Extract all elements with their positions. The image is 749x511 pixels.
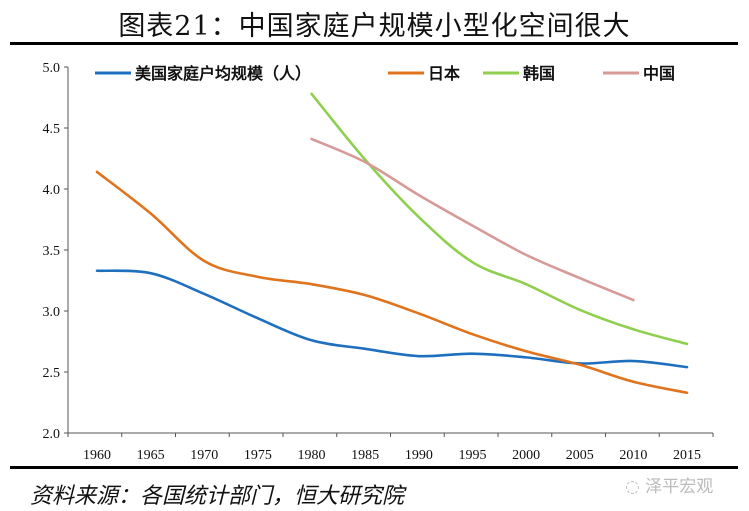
series-line-2 — [310, 92, 689, 346]
x-tick-label: 1980 — [298, 448, 326, 463]
x-tick-label: 1985 — [351, 448, 379, 463]
bottom-rule — [10, 466, 738, 469]
series-line-0 — [95, 269, 689, 369]
series-line-1 — [95, 170, 689, 395]
legend-label: 韩国 — [523, 64, 555, 83]
x-tick-label: 1995 — [458, 448, 486, 463]
x-tick-label: 2015 — [673, 448, 701, 463]
x-tick-label: 1970 — [190, 448, 218, 463]
x-tick-label: 2010 — [619, 448, 647, 463]
legend-label: 美国家庭户均规模（人） — [135, 64, 311, 83]
x-tick-label: 1960 — [83, 448, 111, 463]
y-tick-label: 5.0 — [43, 61, 61, 76]
watermark: ◌ 泽平宏观 — [625, 472, 713, 497]
legend-label: 中国 — [643, 64, 675, 83]
y-tick-label: 2.5 — [43, 366, 61, 381]
series-line-3 — [310, 137, 635, 302]
line-chart: 2.0 2.5 3.0 3.5 4.0 4.5 5.0 1960 1965 1970 1975 198… — [43, 61, 714, 463]
y-tick-label: 4.5 — [43, 122, 61, 137]
y-tick-label: 4.0 — [43, 183, 61, 198]
wechat-icon: ◌ — [625, 477, 646, 497]
x-tick-label: 2000 — [512, 448, 540, 463]
source-note: 资料来源：各国统计部门，恒大研究院 — [30, 484, 405, 509]
x-tick-label: 2005 — [566, 448, 594, 463]
x-tick-label: 1990 — [405, 448, 433, 463]
x-tick-label: 1975 — [244, 448, 272, 463]
chart-title: 图表21：中国家庭户规模小型化空间很大 — [118, 11, 631, 42]
y-tick-label: 3.5 — [43, 244, 61, 259]
top-rule — [10, 42, 738, 45]
y-tick-label: 3.0 — [43, 305, 61, 320]
y-tick-label: 2.0 — [43, 427, 61, 442]
x-tick-label: 1965 — [137, 448, 165, 463]
legend-label: 日本 — [428, 64, 460, 83]
watermark-text: 泽平宏观 — [645, 477, 714, 497]
